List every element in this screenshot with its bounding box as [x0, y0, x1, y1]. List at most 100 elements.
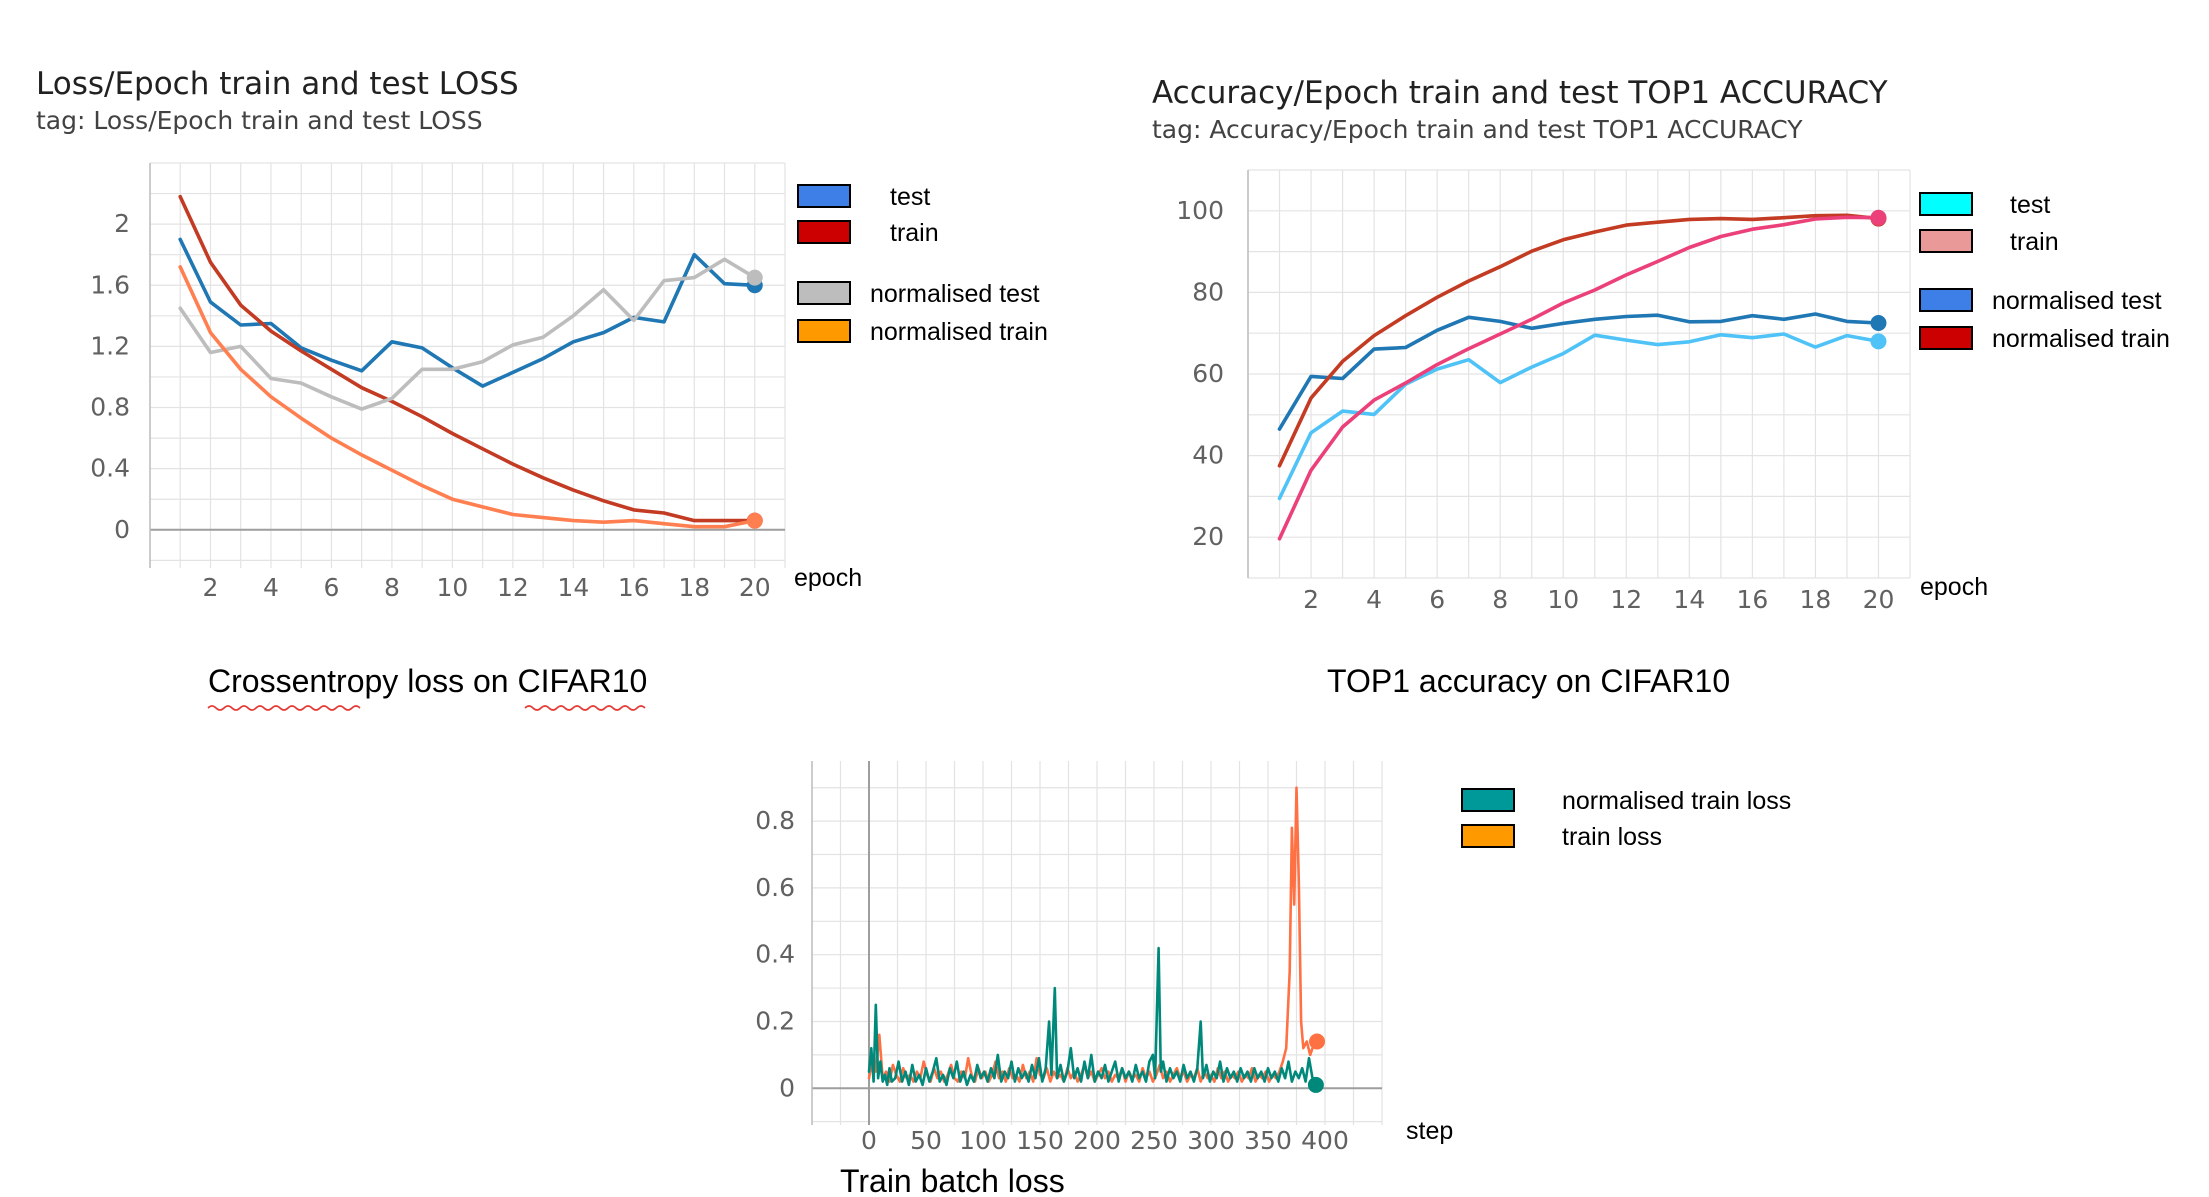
loss-tick-labels: 2 4 6 8 10 12 14 16 18 20 0 0.4 0.8 1.2 1.6 2 [90, 209, 770, 602]
batch-legend: normalised train loss train loss [1461, 787, 1791, 851]
x-tick-label: 4 [263, 573, 279, 602]
series-line-3 [178, 265, 757, 529]
x-tick-label: 12 [1610, 585, 1642, 614]
x-tick-label: 50 [910, 1126, 942, 1155]
loss-chart-tag: tag: Loss/Epoch train and test LOSS [36, 106, 483, 135]
legend-swatch [1919, 192, 1973, 216]
legend-label: normalised train loss [1562, 787, 1791, 815]
x-tick-label: 0 [861, 1126, 877, 1155]
legend-label: normalised test [1992, 287, 2162, 315]
batch-x-axis-label: step [1406, 1117, 1453, 1145]
series-endpoint-0 [1870, 315, 1887, 331]
x-tick-label: 300 [1187, 1126, 1235, 1155]
x-tick-label: 20 [739, 573, 771, 602]
y-tick-label: 40 [1192, 441, 1224, 470]
spellcheck-underline-crossentropy [207, 705, 361, 711]
x-tick-label: 20 [1863, 585, 1895, 614]
y-tick-label: 0.8 [90, 393, 130, 422]
series-endpoint-3 [746, 512, 763, 529]
legend-label: test [2010, 191, 2050, 219]
series-line-1 [1277, 213, 1881, 468]
y-tick-label: 0.4 [755, 940, 795, 969]
x-tick-label: 12 [497, 573, 529, 602]
series-line-3 [1277, 215, 1881, 541]
accuracy-chart-title: Accuracy/Epoch train and test TOP1 ACCUR… [1152, 75, 1888, 111]
loss-chart: Loss/Epoch train and test LOSS tag: Loss… [36, 66, 1048, 711]
y-tick-label: 2 [114, 209, 130, 238]
series-endpoint-2 [1870, 333, 1887, 350]
accuracy-tick-labels: 2 4 6 8 10 12 14 16 18 20 20 40 60 80 100 [1176, 196, 1894, 614]
x-tick-label: 400 [1301, 1126, 1349, 1155]
loss-caption: Crossentropy loss on CIFAR10 [208, 663, 647, 699]
loss-series-lines [178, 194, 763, 529]
legend-label: train [890, 219, 939, 247]
x-tick-label: 2 [1303, 585, 1319, 614]
y-tick-label: 0.6 [755, 873, 795, 902]
x-tick-label: 10 [1547, 585, 1579, 614]
x-tick-label: 6 [1429, 585, 1445, 614]
y-tick-label: 60 [1192, 359, 1224, 388]
loss-x-axis-label: epoch [794, 564, 862, 592]
batch-tick-labels: 0 50 100 150 200 250 300 350 400 0 0.2 0.4 0.6 0.8 [755, 806, 1349, 1155]
x-tick-label: 16 [1736, 585, 1768, 614]
series-endpoint-1 [1307, 1076, 1324, 1093]
spellcheck-underline-cifar10 [524, 705, 646, 711]
x-tick-label: 4 [1366, 585, 1382, 614]
legend-swatch [797, 319, 851, 343]
legend-swatch [1919, 288, 1973, 312]
x-tick-label: 14 [1673, 585, 1705, 614]
series-endpoint-3 [1870, 209, 1887, 226]
x-tick-label: 6 [323, 573, 339, 602]
legend-swatch [1919, 229, 1973, 253]
x-tick-label: 200 [1073, 1126, 1121, 1155]
accuracy-x-axis-label: epoch [1920, 573, 1988, 601]
x-tick-label: 150 [1016, 1126, 1064, 1155]
legend-swatch [797, 281, 851, 305]
batch-caption: Train batch loss [840, 1163, 1065, 1197]
legend-swatch [1461, 824, 1515, 848]
x-tick-label: 18 [1800, 585, 1832, 614]
x-tick-label: 8 [1492, 585, 1508, 614]
series-endpoint-2 [746, 269, 763, 286]
legend-label: test [890, 183, 930, 211]
x-tick-label: 100 [959, 1126, 1007, 1155]
y-tick-label: 1.2 [90, 331, 130, 360]
y-tick-label: 0.8 [755, 806, 795, 835]
legend-swatch [797, 220, 851, 244]
loss-chart-title: Loss/Epoch train and test LOSS [36, 66, 519, 102]
x-tick-label: 350 [1244, 1126, 1292, 1155]
y-tick-label: 20 [1192, 522, 1224, 551]
y-tick-label: 100 [1176, 196, 1224, 225]
legend-label: normalised train [870, 318, 1048, 346]
series-line-1 [178, 194, 757, 523]
accuracy-chart: Accuracy/Epoch train and test TOP1 ACCUR… [1152, 75, 2170, 699]
x-tick-label: 10 [436, 573, 468, 602]
y-tick-label: 0.2 [755, 1006, 795, 1035]
x-tick-label: 250 [1130, 1126, 1178, 1155]
y-tick-label: 0 [114, 515, 130, 544]
legend-label: train loss [1562, 823, 1662, 851]
legend-swatch [1461, 788, 1515, 812]
accuracy-series-lines [1277, 209, 1887, 541]
loss-legend: test train normalised test normalised train [797, 183, 1048, 346]
legend-swatch [1919, 326, 1973, 350]
series-line-2 [178, 257, 757, 411]
accuracy-legend: test train normalised test normalised train [1919, 191, 2170, 353]
y-tick-label: 1.6 [90, 270, 130, 299]
accuracy-caption: TOP1 accuracy on CIFAR10 [1327, 663, 1730, 699]
series-endpoint-0 [1309, 1033, 1326, 1050]
loss-gridlines [149, 162, 786, 568]
x-tick-label: 8 [384, 573, 400, 602]
y-tick-label: 80 [1192, 277, 1224, 306]
x-tick-label: 14 [557, 573, 589, 602]
x-tick-label: 18 [678, 573, 710, 602]
series-line-2 [1277, 332, 1881, 501]
batch-loss-chart: 0 50 100 150 200 250 300 350 400 0 0.2 0.4 0.6 0.8 no… [755, 761, 1791, 1197]
y-tick-label: 0.4 [90, 454, 130, 483]
series-line-0 [1277, 312, 1881, 431]
series-line-0 [178, 237, 757, 388]
x-tick-label: 2 [203, 573, 219, 602]
batch-series-lines [867, 786, 1326, 1093]
